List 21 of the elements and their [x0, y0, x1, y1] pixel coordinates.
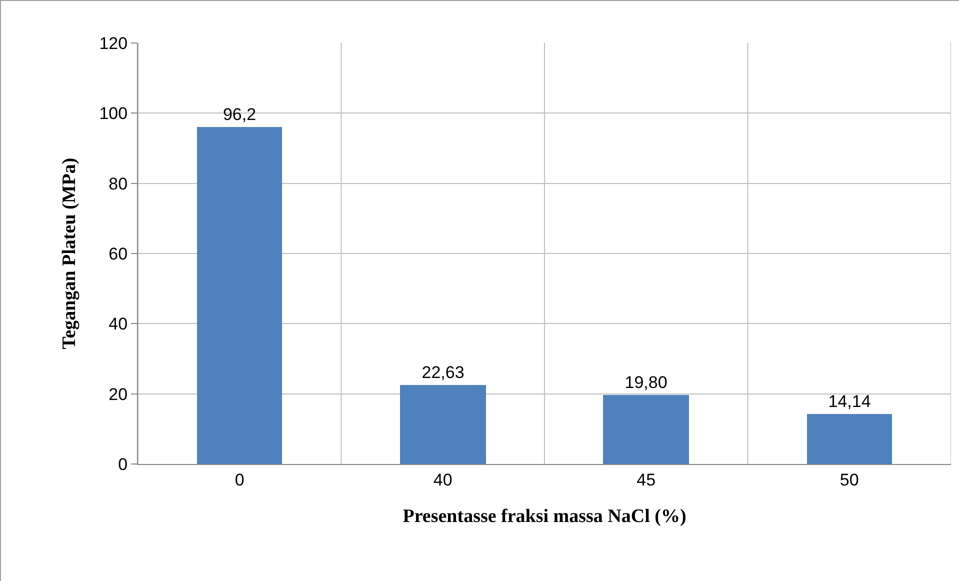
y-tick-label: 40	[108, 314, 128, 334]
data-label: 14,14	[828, 392, 871, 411]
y-tick-label: 120	[99, 34, 128, 53]
y-tick-label: 60	[108, 244, 128, 264]
data-label: 22,63	[422, 363, 464, 382]
bar	[807, 414, 892, 464]
x-tick-label: 0	[234, 470, 244, 490]
y-tick-label: 100	[99, 104, 128, 124]
bar	[400, 385, 486, 464]
y-tick-label: 0	[118, 454, 128, 474]
y-tick-label: 20	[108, 384, 128, 404]
bar	[603, 395, 689, 464]
x-tick-label: 50	[840, 470, 859, 490]
bar	[197, 127, 282, 464]
x-tick-label: 45	[636, 470, 656, 490]
y-tick-label: 80	[108, 174, 128, 194]
data-label: 19,80	[624, 373, 668, 392]
x-tick-label: 40	[433, 470, 452, 490]
data-label: 96,2	[222, 105, 256, 124]
y-axis-title: Tegangan Plateu (MPa)	[59, 158, 80, 350]
x-axis-title: Presentasse fraksi massa NaCl (%)	[402, 506, 686, 528]
